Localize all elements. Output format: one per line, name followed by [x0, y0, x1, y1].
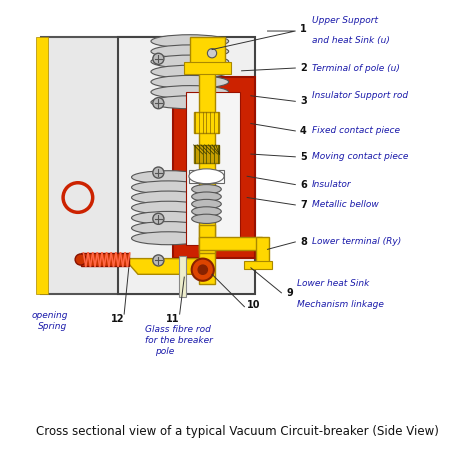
Circle shape [208, 49, 217, 58]
Circle shape [153, 255, 164, 266]
Bar [189, 170, 224, 183]
Bar [193, 113, 219, 133]
Circle shape [153, 167, 164, 178]
Ellipse shape [151, 35, 228, 48]
Ellipse shape [132, 171, 206, 184]
Circle shape [198, 265, 208, 274]
Text: 4: 4 [300, 126, 307, 136]
Bar [199, 48, 215, 283]
Text: Insulator Support rod: Insulator Support rod [312, 91, 408, 100]
Text: opening: opening [32, 311, 68, 320]
Ellipse shape [191, 185, 221, 194]
Ellipse shape [191, 207, 221, 216]
Text: Upper Support: Upper Support [312, 16, 378, 25]
Text: Insulator: Insulator [312, 180, 352, 189]
Bar [199, 225, 215, 253]
Ellipse shape [191, 200, 221, 209]
Ellipse shape [132, 191, 206, 204]
Bar [199, 238, 262, 250]
Bar [173, 77, 255, 258]
Bar [245, 262, 272, 269]
Text: 5: 5 [300, 152, 307, 162]
Text: 9: 9 [286, 288, 293, 298]
Text: 6: 6 [300, 180, 307, 189]
Text: Moving contact piece: Moving contact piece [312, 152, 408, 161]
Text: Lower heat Sink: Lower heat Sink [297, 279, 370, 288]
Text: 2: 2 [300, 63, 307, 73]
Text: pole: pole [155, 347, 174, 357]
Circle shape [153, 53, 164, 64]
Text: Glass fibre rod: Glass fibre rod [146, 325, 211, 334]
Ellipse shape [151, 55, 228, 68]
Ellipse shape [151, 86, 228, 99]
Text: Metallic bellow: Metallic bellow [312, 200, 379, 209]
Ellipse shape [191, 214, 221, 224]
Ellipse shape [132, 181, 206, 194]
Ellipse shape [132, 222, 206, 235]
Bar [190, 37, 225, 64]
Ellipse shape [151, 96, 228, 109]
Bar [118, 37, 255, 294]
Ellipse shape [151, 65, 228, 78]
Text: 8: 8 [300, 237, 307, 247]
Circle shape [191, 259, 214, 281]
Text: 7: 7 [300, 200, 307, 210]
Text: Terminal of pole (u): Terminal of pole (u) [312, 63, 400, 73]
Polygon shape [124, 259, 212, 274]
Bar [186, 92, 240, 245]
Ellipse shape [132, 212, 206, 225]
Text: 3: 3 [300, 96, 307, 106]
Ellipse shape [151, 45, 228, 58]
Text: Spring: Spring [38, 322, 67, 332]
Bar [193, 145, 219, 163]
Text: Mechanism linkage: Mechanism linkage [297, 300, 384, 309]
Circle shape [75, 254, 86, 265]
Text: and heat Sink (u): and heat Sink (u) [312, 36, 390, 44]
Text: 11: 11 [166, 314, 180, 324]
Ellipse shape [191, 192, 221, 201]
Text: for the breaker: for the breaker [146, 336, 213, 345]
Bar [184, 63, 230, 74]
Text: Lower terminal (Ry): Lower terminal (Ry) [312, 238, 401, 246]
Text: Fixed contact piece: Fixed contact piece [312, 126, 400, 136]
Circle shape [153, 98, 164, 109]
Ellipse shape [132, 232, 206, 245]
Text: 12: 12 [111, 314, 124, 324]
Bar [36, 37, 48, 294]
Bar [179, 256, 186, 297]
Ellipse shape [132, 201, 206, 214]
Bar [256, 238, 269, 267]
Text: 10: 10 [247, 300, 261, 310]
Ellipse shape [189, 169, 224, 184]
Bar [41, 37, 178, 294]
Ellipse shape [151, 75, 228, 88]
Bar [81, 253, 129, 266]
Text: 1: 1 [300, 24, 307, 34]
Circle shape [153, 213, 164, 225]
Text: Cross sectional view of a typical Vacuum Circuit-breaker (Side View): Cross sectional view of a typical Vacuum… [36, 425, 438, 438]
